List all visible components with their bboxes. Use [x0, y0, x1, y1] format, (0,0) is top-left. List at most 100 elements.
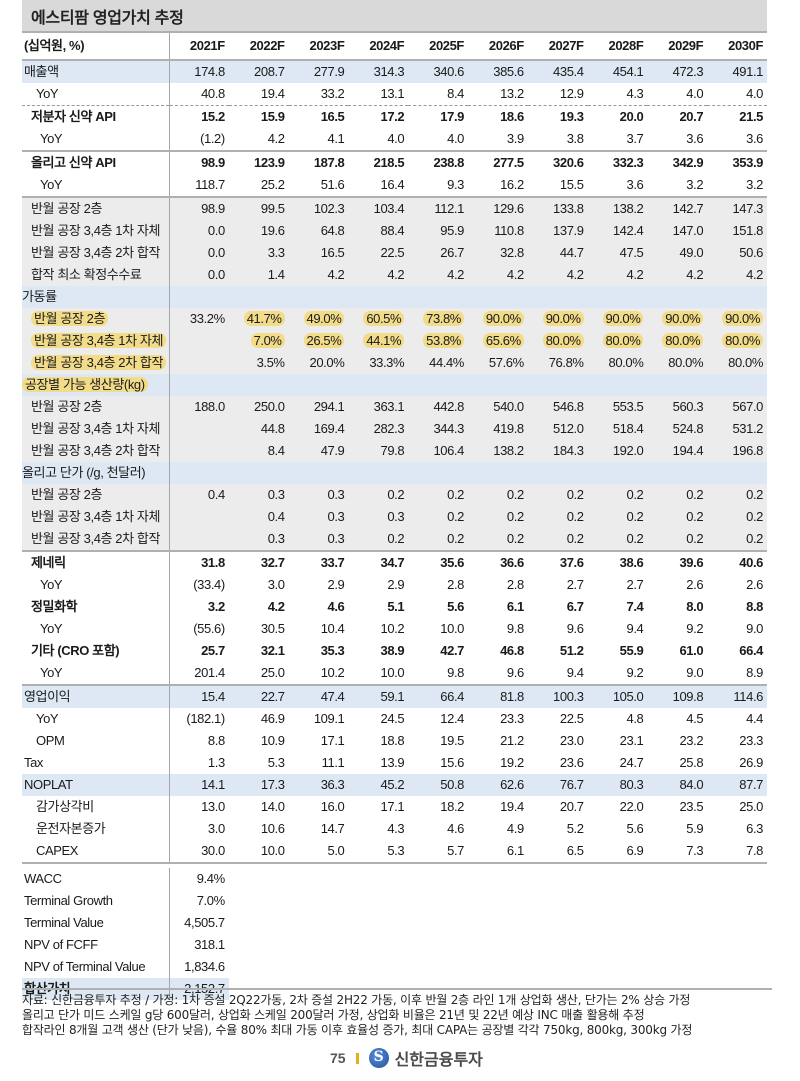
empty-cell	[288, 912, 349, 934]
value-cell: 10.0	[348, 662, 408, 685]
year-header: 2029F	[647, 33, 708, 61]
row-label-text: YoY	[36, 711, 59, 726]
value-cell: 53.8%	[408, 330, 468, 352]
value-text: 6.1	[506, 843, 524, 858]
value-text: 90.0%	[722, 311, 763, 326]
value-text: 5.9	[686, 821, 704, 836]
value-text: 9.6	[506, 665, 524, 680]
value-cell	[467, 286, 528, 308]
value-cell	[647, 462, 708, 484]
note-line: 합작라인 8개월 고객 생산 (단가 낮음), 수율 80% 최대 가동 이후 …	[22, 1023, 693, 1037]
value-cell: 3.5%	[228, 352, 289, 374]
value-cell: 9.4	[528, 662, 588, 685]
value-cell: 3.8	[528, 128, 588, 151]
value-cell: 98.9	[169, 150, 229, 174]
value-cell: 3.7	[588, 128, 648, 151]
value-text: 6.5	[566, 843, 584, 858]
value-cell: 5.3	[229, 752, 289, 774]
value-cell: 13.2	[468, 83, 528, 106]
value-text: 7.8	[746, 843, 763, 858]
value-cell	[527, 374, 588, 396]
valuation-table: (십억원, %) 2021F 2022F 2023F 2024F 2025F 2…	[22, 33, 767, 864]
value-text: 102.3	[313, 201, 345, 216]
value-text: 294.1	[313, 399, 345, 414]
empty-cell	[348, 890, 408, 912]
value-cell: 38.6	[587, 550, 648, 574]
value-cell: 218.5	[348, 150, 409, 174]
year-header: 2022F	[228, 33, 289, 61]
value-cell: 23.6	[528, 752, 588, 774]
value-text: 17.1	[380, 799, 405, 814]
value-cell: 73.8%	[408, 308, 468, 330]
row-label-text: 반월 공장 2층	[31, 399, 103, 414]
value-cell: 147.0	[647, 220, 708, 242]
value-cell: 5.7	[408, 840, 468, 864]
value-cell: 12.9	[528, 83, 588, 106]
value-cell: 10.6	[229, 818, 289, 840]
value-text: 332.3	[612, 155, 644, 170]
value-text: 33.7	[320, 555, 345, 570]
value-text: 0.3	[327, 531, 345, 546]
value-cell: 118.7	[169, 174, 229, 197]
value-text: 5.0	[327, 843, 345, 858]
value-text: 26.5%	[303, 333, 345, 348]
value-text: 17.3	[260, 777, 285, 792]
table-row: 공장별 가능 생산량(kg)	[22, 374, 767, 396]
value-text: 47.9	[320, 443, 345, 458]
value-cell: 4.3	[588, 83, 648, 106]
table-row: 매출액 174.8 208.7 277.9 314.3 340.6 385.6 435.4 45…	[22, 60, 767, 83]
value-text: 2.6	[686, 577, 704, 592]
row-label: YoY	[22, 83, 170, 106]
table-row: YoY 201.4 25.0 10.2 10.0 9.8 9.6 9.4 9.2 9.0 8.9	[22, 662, 767, 685]
value-cell	[169, 506, 229, 528]
value-text: 47.4	[320, 689, 345, 704]
value-text: 20.7	[559, 799, 584, 814]
empty-cell	[587, 890, 647, 912]
row-label: YoY	[22, 574, 170, 596]
value-text: 442.8	[433, 399, 464, 414]
value-cell: 40.8	[169, 83, 229, 106]
value-cell: 9.0	[707, 618, 767, 640]
value-cell: 20.7	[647, 105, 708, 128]
value-cell: (182.1)	[169, 708, 229, 730]
empty-cell	[228, 912, 289, 934]
value-text: 80.0%	[662, 333, 704, 348]
value-text: 9.8	[447, 665, 464, 680]
value-text: 196.8	[732, 443, 763, 458]
value-cell: 26.5%	[288, 330, 349, 352]
value-text: 19.4	[260, 86, 285, 101]
value-cell: 17.3	[228, 774, 289, 796]
value-cell: 0.4	[169, 484, 229, 506]
value-text: 17.2	[380, 109, 405, 124]
value-text: 6.7	[566, 599, 584, 614]
value-cell: 15.5	[528, 174, 588, 197]
value-text: 2.7	[626, 577, 644, 592]
summary-table: WACC 9.4% Terminal Growth 7.0% Terminal Valu…	[22, 868, 767, 1000]
row-label: CAPEX	[22, 840, 170, 864]
table-row: 반월 공장 3,4층 2차 합작 0.0 3.3 16.5 22.5 26.7 32.8 44…	[22, 242, 767, 264]
value-text: 99.5	[260, 201, 285, 216]
value-cell: 95.9	[408, 220, 468, 242]
value-cell	[288, 286, 349, 308]
value-cell: 32.7	[228, 550, 289, 574]
value-text: 4.2	[686, 267, 704, 282]
value-cell	[408, 374, 468, 396]
value-cell: 80.0%	[527, 330, 588, 352]
value-cell	[527, 462, 588, 484]
value-cell: 37.6	[527, 550, 588, 574]
empty-cell	[288, 868, 349, 890]
value-cell: 151.8	[707, 220, 767, 242]
value-text: 47.5	[619, 245, 644, 260]
year-header: 2025F	[408, 33, 468, 61]
value-cell: 90.0%	[527, 308, 588, 330]
value-text: 4.0	[686, 86, 704, 101]
value-cell: 277.5	[467, 150, 528, 174]
value-text: 2.8	[447, 577, 464, 592]
value-cell: 4.0	[408, 128, 468, 151]
value-text: (33.4)	[193, 577, 225, 592]
value-text: 4.0	[746, 86, 763, 101]
summary-label: WACC	[22, 868, 170, 890]
summary-label: NPV of FCFF	[22, 934, 170, 956]
value-cell: 90.0%	[647, 308, 708, 330]
table-row: YoY (55.6) 30.5 10.4 10.2 10.0 9.8 9.6 9.4 9.2 9.0	[22, 618, 767, 640]
